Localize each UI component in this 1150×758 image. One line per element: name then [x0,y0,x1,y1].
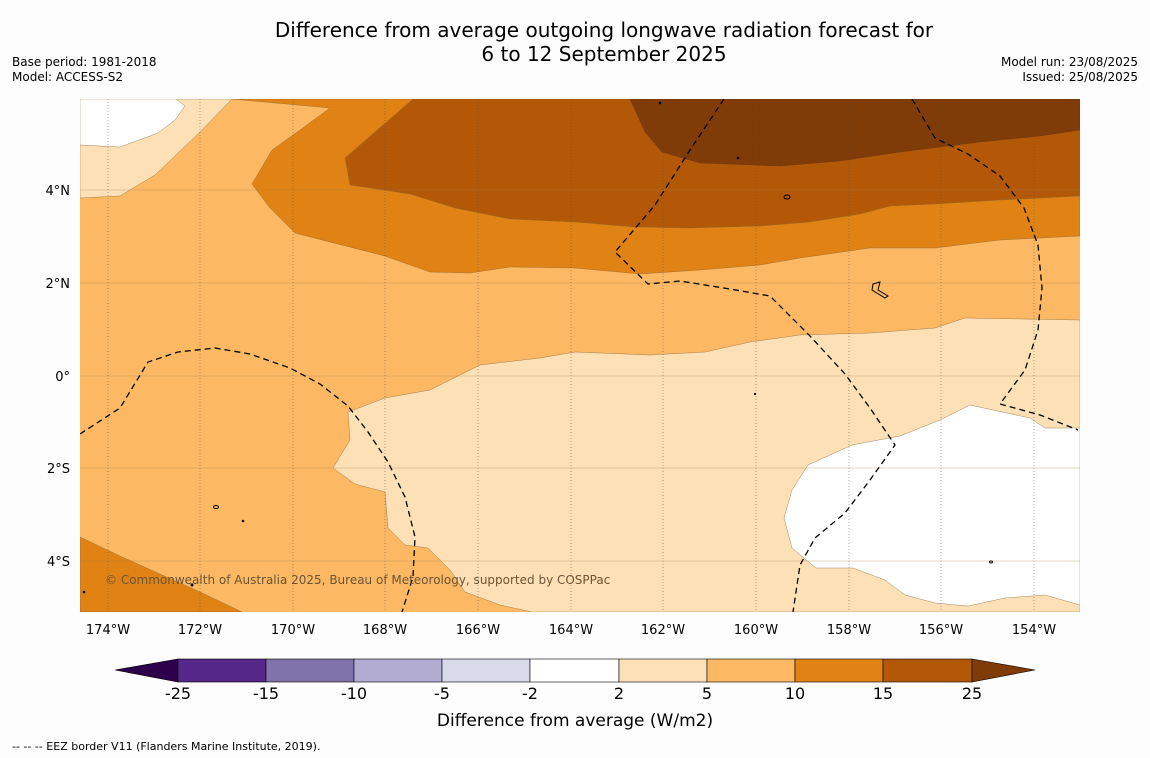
issued-date: Issued: 25/08/2025 [1022,70,1138,84]
island-outline [989,560,993,564]
island-outline [753,392,757,396]
latitude-gridlines [80,189,1080,562]
map-plot-area [80,99,1080,612]
lon-label-158w: 158°W [827,623,871,638]
colorbar-tick: -25 [165,684,191,703]
island-outline [82,590,86,594]
island-outline [213,505,219,509]
lon-label-154w: 154°W [1012,623,1056,638]
colorbar-tick: -5 [434,684,450,703]
lon-label-164w: 164°W [549,623,593,638]
colorbar-segment [706,658,796,683]
right-info: Model run: 23/08/2025 Issued: 25/08/2025 [1001,55,1138,85]
latitude-labels: 4°N 2°N 0° 2°S 4°S [46,184,71,570]
island-outline [736,156,740,160]
colorbar-tick-labels: -25 -15 -10 -5 -2 2 5 10 15 25 [165,684,982,703]
colorbar-segment [618,658,708,683]
island-outline [658,101,662,105]
lon-label-166w: 166°W [456,623,500,638]
colorbar-segment [177,658,267,683]
island-outline [871,281,889,299]
lon-label-174w: 174°W [86,623,130,638]
colorbar-extend-low [114,658,179,683]
left-info: Base period: 1981-2018 Model: ACCESS-S2 [12,55,157,85]
colorbar-segment [441,658,531,683]
island-outline [190,583,194,587]
colorbar-tick: -2 [522,684,538,703]
colorbar-extend-high [971,658,1036,683]
map-title: Difference from average outgoing longwav… [0,18,1150,66]
anomaly-region-neutral-southeast [783,404,1080,607]
lon-label-162w: 162°W [641,623,685,638]
longitude-labels: 174°W 172°W 170°W 168°W 166°W 164°W 162°… [86,623,1056,638]
anomaly-region-neutral-northwest [80,99,186,148]
eez-borders [80,99,1079,612]
lon-label-168w: 168°W [363,623,407,638]
eez-border-west [80,347,416,612]
colorbar-segment [794,658,884,683]
title-line-2: 6 to 12 September 2025 [481,42,727,66]
lat-label-0: 0° [55,370,70,385]
lat-label-4s: 4°S [47,555,70,570]
colorbar-segment [265,658,355,683]
colorbar-segment [353,658,443,683]
lat-label-2s: 2°S [47,462,70,477]
colorbar [114,658,1036,683]
colorbar-tick: 10 [785,684,805,703]
colorbar-tick: 15 [873,684,893,703]
lat-label-4n: 4°N [46,184,71,199]
colorbar-tick: -15 [253,684,279,703]
lon-label-170w: 170°W [271,623,315,638]
lon-label-172w: 172°W [178,623,222,638]
island-outline [241,519,245,523]
lon-label-156w: 156°W [919,623,963,638]
colorbar-label: Difference from average (W/m2) [437,711,713,731]
anomaly-region-above-25 [629,99,1080,167]
title-line-1: Difference from average outgoing longwav… [274,18,934,42]
eez-legend-note: -- -- -- EEZ border V11 (Flanders Marine… [12,740,321,753]
colorbar-tick: 5 [702,684,712,703]
lat-label-2n: 2°N [46,277,71,292]
copyright-text: © Commonwealth of Australia 2025, Bureau… [105,573,610,587]
colorbar-tick: 25 [962,684,982,703]
lon-label-160w: 160°W [734,623,778,638]
eez-border-north [614,99,896,612]
colorbar-segment [882,658,973,683]
island-outline [783,194,791,200]
colorbar-tick: -10 [341,684,367,703]
eez-border-east [911,99,1079,431]
colorbar-tick: 2 [614,684,624,703]
base-period: Base period: 1981-2018 [12,55,157,69]
colorbar-segment [529,658,620,683]
model-run: Model run: 23/08/2025 [1000,55,1138,69]
islands [82,101,993,594]
model-name: Model: ACCESS-S2 [12,70,124,84]
